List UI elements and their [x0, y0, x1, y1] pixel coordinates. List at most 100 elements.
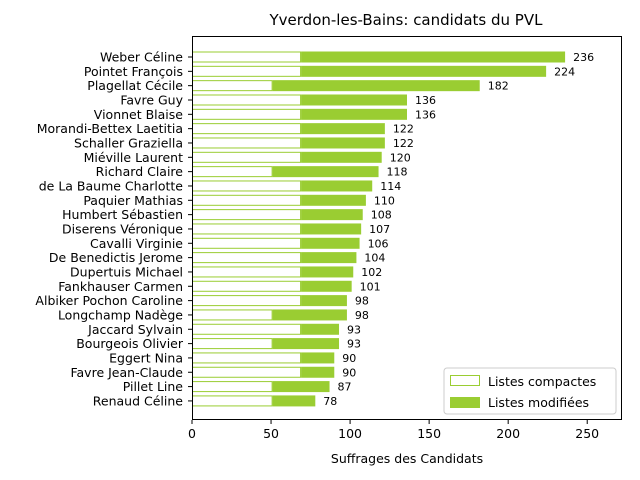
- bar-compactes-dupertuis-michael: [192, 266, 302, 278]
- value-label-favre-guy: 136: [415, 94, 436, 107]
- bar-compactes-jaccard-sylvain: [192, 323, 302, 335]
- bar-modifiees-de-la-baume-charlotte: [301, 180, 373, 192]
- value-label-mieville-laurent: 120: [390, 151, 411, 164]
- chart-title: Yverdon-les-Bains: candidats du PVL: [269, 11, 544, 29]
- bar-compactes-bourgeois-olivier: [192, 338, 273, 350]
- category-label-schaller-graziella: Schaller Graziella: [74, 135, 183, 150]
- category-label-longchamp-nadege: Longchamp Nadège: [58, 307, 183, 322]
- bar-modifiees-de-benedictis-jerome: [301, 252, 357, 264]
- bar-modifiees-diserens-veronique: [301, 223, 362, 235]
- category-label-morandi-bettex-laetitia: Morandi-Bettex Laetitia: [37, 121, 183, 136]
- plot-frame: [192, 36, 622, 420]
- category-label-eggert-nina: Eggert Nina: [109, 350, 183, 365]
- axes: [188, 36, 622, 420]
- value-label-diserens-veronique: 107: [369, 223, 390, 236]
- value-label-jaccard-sylvain: 93: [347, 323, 361, 336]
- bar-modifiees-plagellat-cecile: [272, 80, 480, 92]
- category-label-pointet-francois: Pointet François: [84, 64, 183, 79]
- category-label-favre-jean-claude: Favre Jean-Claude: [70, 365, 183, 380]
- bar-modifiees-dupertuis-michael: [301, 266, 354, 278]
- bar-compactes-morandi-bettex-laetitia: [192, 123, 302, 135]
- x-axis-label: Suffrages des Candidats: [331, 451, 483, 466]
- category-label-pillet-line: Pillet Line: [123, 379, 184, 394]
- category-label-dupertuis-michael: Dupertuis Michael: [70, 264, 183, 279]
- value-label-bourgeois-olivier: 93: [347, 338, 361, 351]
- bar-compactes-mieville-laurent: [192, 151, 302, 163]
- value-label-renaud-celine: 78: [323, 395, 337, 408]
- x-tick-label-250: 250: [575, 426, 599, 441]
- bar-modifiees-pointet-francois: [301, 65, 547, 77]
- category-label-bourgeois-olivier: Bourgeois Olivier: [76, 336, 184, 351]
- value-label-weber-celine: 236: [573, 51, 594, 64]
- value-label-de-la-baume-charlotte: 114: [380, 180, 401, 193]
- value-label-de-benedictis-jerome: 104: [364, 252, 385, 265]
- bar-compactes-pillet-line: [192, 381, 273, 393]
- bar-modifiees-jaccard-sylvain: [301, 323, 340, 335]
- bar-modifiees-favre-guy: [301, 94, 407, 106]
- bar-compactes-humbert-sebastien: [192, 209, 302, 221]
- bar-modifiees-mieville-laurent: [301, 151, 382, 163]
- value-label-fankhauser-carmen: 101: [360, 280, 381, 293]
- bar-compactes-cavalli-virginie: [192, 237, 302, 249]
- bar-compactes-diserens-veronique: [192, 223, 302, 235]
- x-ticks: 0 50 100 150 200 250: [188, 420, 599, 441]
- value-label-humbert-sebastien: 108: [371, 209, 392, 222]
- value-label-pointet-francois: 224: [554, 65, 575, 78]
- bar-compactes-paquier-mathias: [192, 194, 302, 206]
- bar-modifiees-richard-claire: [272, 166, 379, 178]
- bar-modifiees-humbert-sebastien: [301, 209, 363, 221]
- bar-modifiees-weber-celine: [301, 51, 566, 63]
- category-label-cavalli-virginie: Cavalli Virginie: [90, 236, 183, 251]
- bar-compactes-eggert-nina: [192, 352, 302, 364]
- bar-compactes-fankhauser-carmen: [192, 280, 302, 292]
- bar-modifiees-albiker-pochon-caroline: [301, 295, 347, 307]
- bar-compactes-weber-celine: [192, 51, 302, 63]
- bar-modifiees-eggert-nina: [301, 352, 335, 364]
- bar-modifiees-cavalli-virginie: [301, 237, 360, 249]
- bar-compactes-longchamp-nadege: [192, 309, 273, 321]
- bar-modifiees-paquier-mathias: [301, 194, 366, 206]
- value-label-eggert-nina: 90: [342, 352, 356, 365]
- value-label-plagellat-cecile: 182: [488, 80, 509, 93]
- bar-compactes-favre-guy: [192, 94, 302, 106]
- x-tick-label-50: 50: [263, 426, 279, 441]
- category-label-jaccard-sylvain: Jaccard Sylvain: [87, 322, 183, 337]
- bar-compactes-de-la-baume-charlotte: [192, 180, 302, 192]
- category-label-mieville-laurent: Miéville Laurent: [84, 150, 183, 165]
- category-label-plagellat-cecile: Plagellat Cécile: [87, 78, 183, 93]
- value-label-paquier-mathias: 110: [374, 194, 395, 207]
- category-label-humbert-sebastien: Humbert Sébastien: [62, 207, 183, 222]
- value-label-schaller-graziella: 122: [393, 137, 414, 150]
- bar-compactes-renaud-celine: [192, 395, 273, 407]
- category-label-diserens-veronique: Diserens Véronique: [62, 221, 183, 236]
- value-label-pillet-line: 87: [338, 381, 352, 394]
- bar-compactes-richard-claire: [192, 166, 273, 178]
- value-label-longchamp-nadege: 98: [355, 309, 369, 322]
- value-label-morandi-bettex-laetitia: 122: [393, 123, 414, 136]
- legend-box: [443, 367, 617, 415]
- bar-modifiees-favre-jean-claude: [301, 366, 335, 378]
- category-label-albiker-pochon-caroline: Albiker Pochon Caroline: [35, 293, 183, 308]
- bar-modifiees-longchamp-nadege: [272, 309, 347, 321]
- x-tick-label-0: 0: [188, 426, 196, 441]
- x-tick-label-100: 100: [338, 426, 362, 441]
- bar-modifiees-morandi-bettex-laetitia: [301, 123, 385, 135]
- legend-swatch-modifiees: [450, 397, 480, 408]
- value-label-cavalli-virginie: 106: [368, 237, 389, 250]
- x-tick-label-150: 150: [417, 426, 441, 441]
- category-label-de-la-baume-charlotte: de La Baume Charlotte: [39, 178, 184, 193]
- legend-swatch-compactes: [450, 375, 480, 386]
- bar-modifiees-vionnet-blaise: [301, 108, 407, 120]
- category-label-de-benedictis-jerome: De Benedictis Jerome: [49, 250, 183, 265]
- category-label-vionnet-blaise: Vionnet Blaise: [94, 107, 184, 122]
- legend: Listes compactes Listes modifiées: [443, 367, 617, 415]
- bar-modifiees-renaud-celine: [272, 395, 316, 407]
- bar-compactes-de-benedictis-jerome: [192, 252, 302, 264]
- value-label-favre-jean-claude: 90: [342, 366, 356, 379]
- category-label-renaud-celine: Renaud Céline: [93, 393, 184, 408]
- bar-compactes-plagellat-cecile: [192, 80, 273, 92]
- category-label-weber-celine: Weber Céline: [100, 50, 183, 65]
- bar-compactes-schaller-graziella: [192, 137, 302, 149]
- bar-modifiees-bourgeois-olivier: [272, 338, 340, 350]
